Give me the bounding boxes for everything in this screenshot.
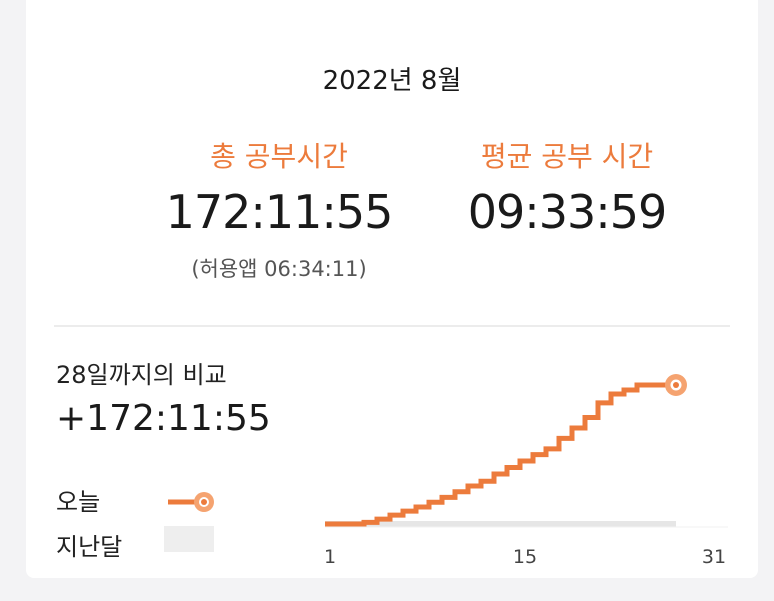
last-month-series: [325, 521, 676, 527]
legend-today-icon: [168, 492, 214, 512]
today-endpoint-marker-dot: [673, 382, 679, 388]
legend-today-label: 오늘: [56, 488, 101, 516]
x-tick-label: 1: [324, 546, 336, 568]
comparison-value: +172:11:55: [56, 398, 271, 439]
x-tick-label: 31: [702, 546, 726, 568]
x-tick-label: 15: [513, 546, 537, 568]
average-study-time-value: 09:33:59: [467, 185, 668, 239]
legend-last-month-label: 지난달: [56, 533, 123, 561]
month-title: 2022년 8월: [322, 66, 462, 96]
cumulative-study-chart: 1 15 31: [324, 374, 728, 568]
monthly-summary-card: 2022년 8월 총 공부시간 172:11:55 (허용앱 06:34:11)…: [26, 0, 758, 578]
allowed-apps-time: (허용앱 06:34:11): [191, 257, 367, 281]
total-study-time-title: 총 공부시간: [210, 140, 348, 173]
legend-last-month-swatch: [164, 526, 214, 552]
today-series-line: [325, 382, 676, 527]
comparison-label: 28일까지의 비교: [56, 361, 227, 389]
total-study-time-value: 172:11:55: [165, 185, 394, 239]
divider: [54, 325, 730, 327]
average-study-time-title: 평균 공부 시간: [480, 140, 654, 173]
